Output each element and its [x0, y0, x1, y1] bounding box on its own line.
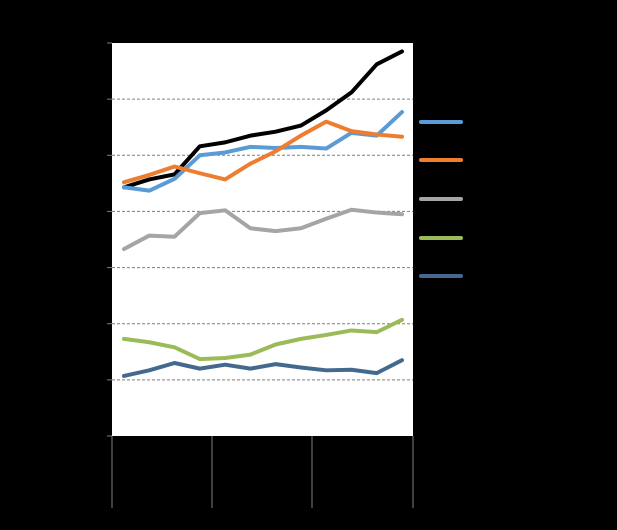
series-line-4 [122, 207, 404, 252]
series-line-3 [122, 119, 404, 185]
series-line-6 [122, 358, 404, 378]
gridlines [112, 98, 413, 381]
series-line-5 [122, 317, 404, 362]
series-line-1 [122, 49, 404, 190]
y-axis-ticks [107, 42, 112, 437]
series-lines [122, 49, 404, 378]
plot-area [112, 43, 413, 436]
legend [419, 120, 463, 278]
x-category-separators [111, 436, 414, 508]
